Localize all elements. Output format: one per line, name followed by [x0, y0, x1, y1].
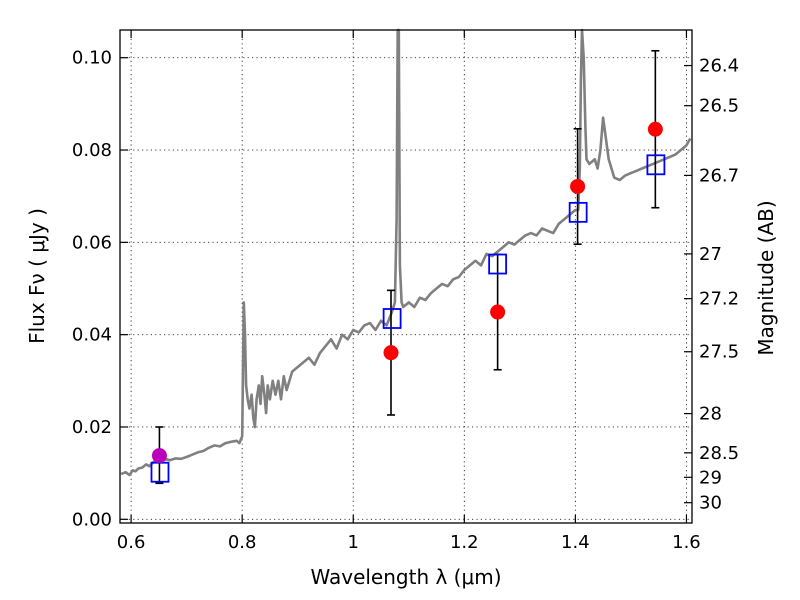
x-tick-label: 1	[348, 532, 359, 553]
plot-background	[120, 30, 692, 523]
y2-axis-label: Magnitude (AB)	[754, 200, 778, 355]
y2-tick-label: 28	[699, 404, 722, 425]
markers	[150, 121, 666, 483]
x-tick-label: 0.6	[117, 532, 146, 553]
model-photometry-square	[382, 308, 402, 329]
observed-point	[570, 178, 586, 194]
x-tick-label: 1.4	[561, 532, 590, 553]
ticks: 0.6 0.8 1 1.2 1.4 1.6 0.00 0.02 0.04 0.06 0.08 0.10…	[72, 30, 739, 553]
y-tick-label: 0.06	[72, 232, 112, 253]
y-tick-label: 0.04	[72, 325, 112, 346]
x-tick-label: 0.8	[228, 532, 257, 553]
y2-tick-label: 27.2	[699, 289, 739, 310]
y2-tick-label: 27.5	[699, 342, 739, 363]
model-photometry-square	[568, 201, 588, 223]
y-tick-label: 0.02	[72, 417, 112, 438]
y-tick-label: 0.10	[72, 48, 112, 69]
y2-tick-label: 30	[699, 493, 722, 514]
y2-tick-label: 29	[699, 467, 722, 488]
x-tick-label: 1.2	[450, 532, 479, 553]
y-tick-label: 0.00	[72, 509, 112, 530]
model-photometry-square	[488, 253, 508, 275]
plot-frame	[119, 29, 693, 524]
spectrum-line	[120, 28, 692, 477]
y2-tick-label: 27	[699, 244, 722, 265]
y2-tick-label: 28.5	[699, 443, 739, 464]
x-axis-label: Wavelength λ (μm)	[310, 565, 501, 589]
observed-point	[490, 304, 506, 320]
observed-point	[383, 345, 399, 361]
y2-tick-label: 26.7	[699, 165, 739, 186]
x-tick-label: 1.6	[672, 532, 701, 553]
observed-point	[151, 448, 167, 464]
y2-tick-label: 26.4	[699, 56, 739, 77]
model-photometry-square	[646, 154, 666, 176]
y-tick-label: 0.08	[72, 140, 112, 161]
observed-point	[647, 121, 663, 137]
y-axis-label: Flux Fν ( μJy )	[25, 208, 49, 344]
spectrum	[120, 28, 692, 477]
grid	[120, 30, 692, 523]
y2-tick-label: 26.5	[699, 96, 739, 117]
